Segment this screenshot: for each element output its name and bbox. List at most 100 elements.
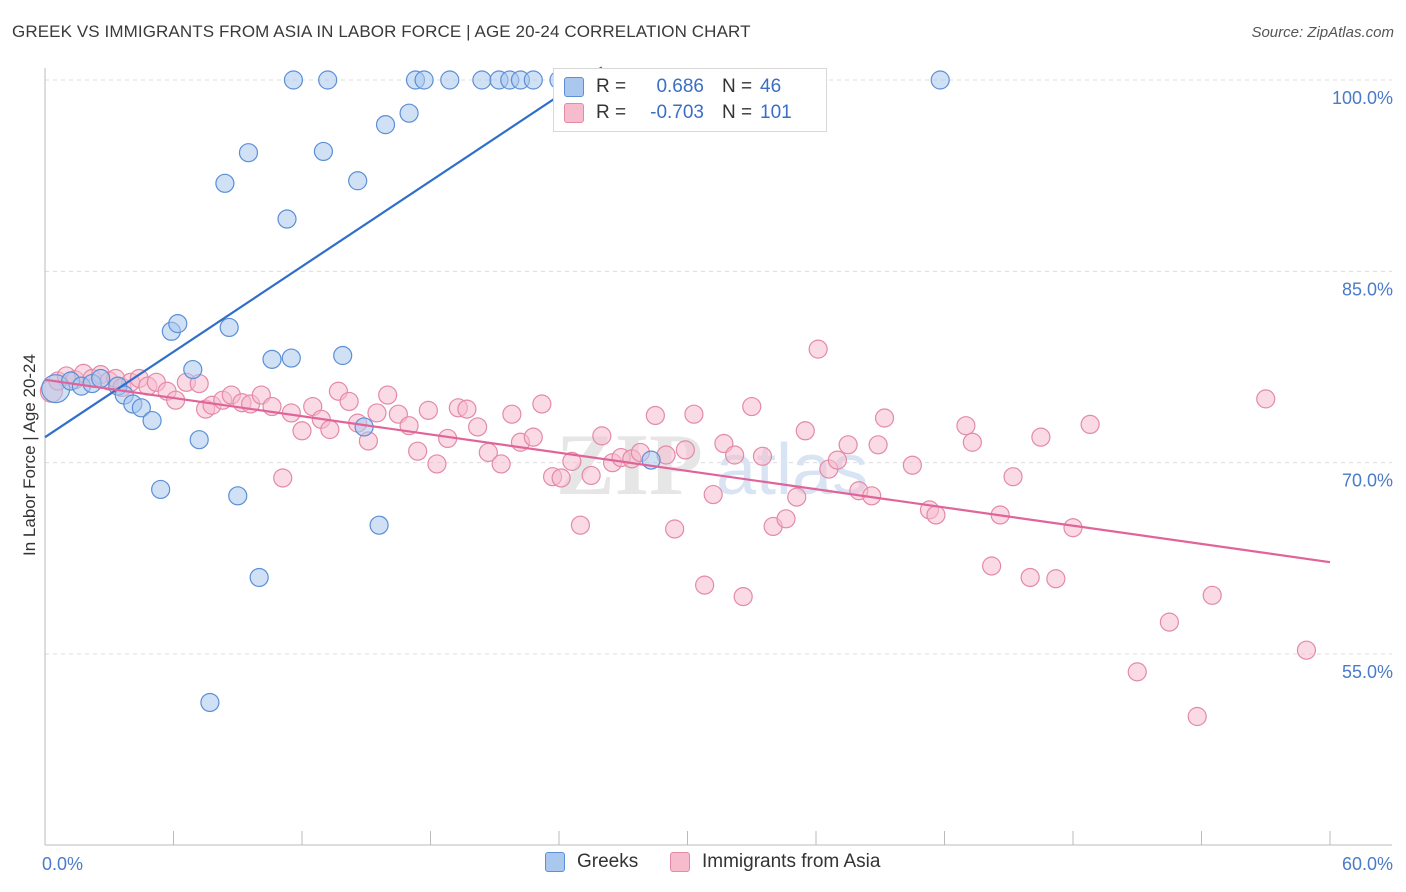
asia-point: [733, 586, 753, 607]
greeks-swatch-icon: [564, 77, 584, 97]
greek-point: [200, 692, 220, 713]
legend-row-greeks: R = 0.686 N = 46: [564, 75, 781, 99]
greek-point: [375, 115, 396, 135]
asia-point: [468, 417, 488, 437]
asia-point: [523, 427, 543, 447]
asia-point: [427, 454, 447, 474]
asia-point: [962, 432, 982, 452]
asia-point: [491, 454, 511, 474]
y-tick-label: 55.0%: [1342, 662, 1393, 682]
y-tick-label: 70.0%: [1342, 471, 1393, 491]
greek-point: [189, 430, 209, 450]
legend-item-greeks[interactable]: Greeks: [545, 851, 638, 873]
chart-title: GREEK VS IMMIGRANTS FROM ASIA IN LABOR F…: [12, 22, 751, 41]
trend-lines: [44, 66, 1331, 564]
asia-swatch-icon: [564, 103, 584, 123]
asia-point: [581, 465, 601, 486]
greek-point: [440, 70, 460, 90]
asia-point: [418, 400, 438, 420]
greek-point: [369, 515, 389, 535]
asia-point: [795, 421, 815, 441]
greek-trend-line: [44, 66, 603, 439]
greek-point: [183, 359, 203, 380]
asia-point: [1046, 569, 1066, 589]
greek-point: [472, 70, 492, 90]
asia-point: [292, 421, 312, 441]
asia-point: [367, 403, 387, 423]
asia-point: [827, 450, 848, 470]
r-label: R =: [596, 76, 627, 97]
greek-point: [930, 70, 950, 90]
asia-point: [502, 404, 522, 424]
series-legend: Greeks Immigrants from Asia: [0, 851, 1406, 877]
greek-point: [277, 209, 297, 229]
r-value: -0.703: [650, 102, 704, 123]
grid-lines: [45, 79, 1392, 655]
asia-point: [838, 435, 858, 455]
asia-point: [1063, 518, 1083, 538]
n-label: N =: [722, 102, 753, 123]
asia-point: [1031, 427, 1051, 447]
asia-point: [645, 405, 665, 426]
y-tick-label: 85.0%: [1342, 279, 1393, 299]
asia-point: [926, 505, 946, 525]
greek-point: [91, 368, 111, 389]
asia-point: [592, 426, 612, 446]
asia-point: [665, 519, 685, 539]
asia-point: [408, 441, 428, 461]
n-value: 46: [760, 76, 782, 97]
tick-labels: 100.0% 85.0% 70.0% 55.0% 0.0% 60.0%: [42, 88, 1393, 874]
greek-point: [313, 141, 334, 162]
y-tick-label: 100.0%: [1332, 88, 1393, 108]
greek-point: [219, 317, 239, 338]
asia-point: [752, 446, 773, 466]
asia-points: [39, 339, 1317, 727]
asia-point: [1159, 612, 1179, 632]
asia-point: [1020, 567, 1040, 588]
greek-point: [142, 410, 162, 431]
legend-label-asia: Immigrants from Asia: [702, 851, 881, 872]
greeks-swatch-icon: [545, 852, 565, 872]
greek-point: [348, 171, 368, 191]
greek-point: [333, 345, 353, 366]
greek-point: [262, 349, 282, 369]
n-value: 101: [760, 102, 792, 123]
greek-point: [249, 567, 269, 588]
legend-label-greeks: Greeks: [577, 851, 639, 872]
asia-point: [703, 484, 723, 505]
asia-point: [742, 396, 762, 417]
asia-point: [675, 440, 695, 460]
x-tick-label: 60.0%: [1342, 854, 1393, 874]
r-label: R =: [596, 102, 627, 123]
asia-point: [982, 556, 1002, 576]
asia-point: [1202, 585, 1222, 605]
r-value: 0.686: [656, 76, 704, 97]
asia-point: [684, 404, 704, 424]
legend-row-asia: R = -0.703 N = 101: [564, 101, 792, 125]
asia-point: [532, 394, 552, 414]
axes: [44, 68, 1392, 846]
asia-trend-line: [44, 378, 1331, 564]
asia-point: [808, 339, 828, 359]
greek-point: [238, 143, 259, 163]
greek-point: [228, 486, 248, 506]
asia-swatch-icon: [670, 852, 690, 872]
greek-point: [131, 398, 151, 418]
greek-point: [151, 479, 171, 500]
asia-point: [339, 391, 359, 412]
greek-point: [281, 348, 301, 368]
asia-point: [776, 509, 796, 529]
asia-point: [1127, 662, 1147, 682]
greek-point: [215, 173, 235, 193]
x-tick-label: 0.0%: [42, 854, 83, 874]
asia-point: [1003, 467, 1023, 487]
greek-point: [318, 70, 338, 90]
source-label: Source: ZipAtlas.com: [1251, 24, 1394, 41]
asia-point: [551, 468, 571, 488]
legend-item-asia[interactable]: Immigrants from Asia: [670, 851, 880, 873]
asia-point: [868, 435, 888, 455]
asia-point: [725, 445, 745, 465]
stats-legend: R = 0.686 N = 46 R = -0.703 N = 101: [553, 68, 827, 132]
asia-point: [1296, 640, 1317, 660]
